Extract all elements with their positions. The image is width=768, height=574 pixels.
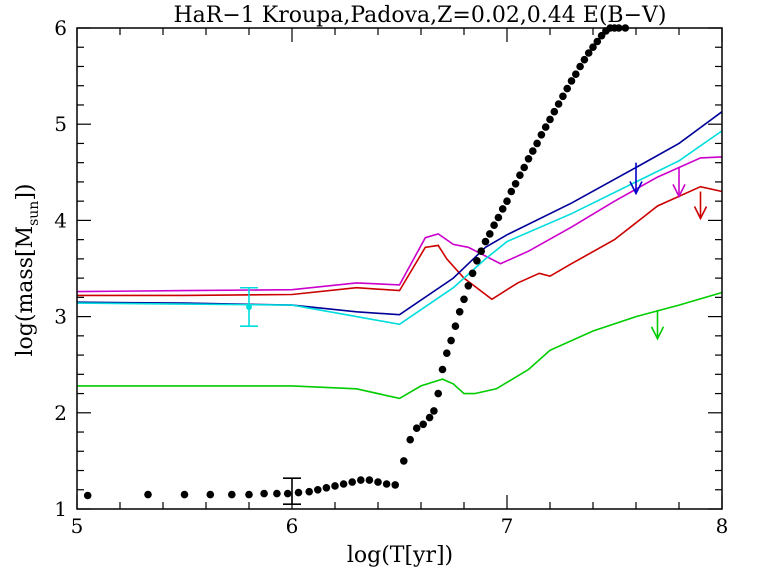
- axis-layer: 5 6 7 8 1 2 3 4 5 6: [54, 16, 728, 538]
- scatter-point: [434, 389, 443, 398]
- scatter-point: [559, 92, 567, 101]
- scatter-point: [419, 420, 428, 429]
- y-axis-label-main: log(mass[M: [13, 226, 38, 357]
- scatter-point: [464, 282, 473, 290]
- scatter-point: [533, 139, 541, 148]
- arrow-layer: [629, 162, 708, 341]
- scatter-point: [554, 100, 563, 108]
- y-tick-label: 2: [54, 401, 67, 425]
- y-tick-label: 5: [54, 112, 67, 136]
- series-line-1: [76, 156, 723, 293]
- scatter-point: [357, 476, 365, 484]
- y-tick-label: 1: [54, 497, 67, 521]
- scatter-point: [507, 187, 516, 196]
- scatter-point: [503, 197, 511, 205]
- scatter-point: [490, 221, 498, 229]
- scatter-point: [520, 163, 528, 172]
- scatter-point: [572, 70, 580, 78]
- y-axis-label-sub: sun: [26, 201, 42, 226]
- upper-limit-arrow-2: [672, 167, 686, 199]
- scatter-point: [339, 480, 348, 488]
- plot-frame: [76, 27, 723, 510]
- scatter-point: [374, 478, 382, 486]
- series-line-5: [77, 291, 723, 400]
- scatter-point: [563, 84, 571, 93]
- scatter-point: [443, 349, 451, 358]
- scatter-point: [331, 482, 339, 490]
- scatter-point: [391, 481, 400, 489]
- scatter-point: [180, 490, 189, 499]
- scatter-point: [412, 424, 421, 433]
- scatter-point: [541, 123, 550, 131]
- x-tick-label: 6: [286, 514, 299, 538]
- y-tick-label: 6: [54, 16, 67, 40]
- scatter-layer: [83, 24, 630, 500]
- scatter-point: [468, 269, 477, 278]
- scatter-point: [580, 55, 589, 64]
- scatter-point: [451, 322, 460, 331]
- scatter-point: [550, 107, 559, 116]
- scatter-point: [400, 457, 408, 465]
- scatter-point: [425, 413, 434, 422]
- upper-limit-arrow-3: [693, 191, 708, 221]
- scatter-point: [294, 488, 303, 497]
- scatter-point: [245, 490, 253, 499]
- scatter-point: [260, 489, 268, 498]
- x-tick-label: 8: [716, 514, 729, 538]
- scatter-point: [529, 147, 537, 155]
- y-tick-label: 3: [54, 305, 67, 329]
- scatter-point: [322, 484, 331, 492]
- x-axis-label: log(T[yr]): [347, 543, 453, 568]
- scatter-point: [576, 62, 584, 71]
- upper-limit-arrow-4: [650, 309, 665, 341]
- scatter-point: [584, 49, 593, 57]
- scatter-point: [382, 480, 391, 488]
- scatter-point: [365, 476, 374, 484]
- scatter-point: [473, 257, 481, 265]
- upper-limit-arrow-1: [629, 162, 643, 196]
- series-line-2: [77, 185, 723, 301]
- scatter-point: [348, 478, 357, 486]
- x-tick-label: 5: [71, 514, 84, 538]
- error-bar-1: [240, 286, 258, 328]
- scatter-point: [438, 365, 447, 374]
- scatter-point: [206, 490, 215, 499]
- scatter-point: [546, 115, 554, 124]
- scatter-point: [406, 435, 415, 444]
- y-axis-label-end: ]): [13, 183, 38, 200]
- scatter-point: [447, 336, 455, 345]
- scatter-point: [589, 43, 597, 51]
- scatter-point: [430, 407, 438, 415]
- scatter-point: [481, 237, 490, 246]
- chart-title: HaR−1 Kroupa,Padova,Z=0.02,0.44 E(B−V): [173, 3, 666, 28]
- scatter-point: [228, 490, 236, 499]
- scatter-point: [537, 131, 546, 139]
- y-axis-label: log(mass[Msun]): [13, 183, 42, 356]
- scatter-point: [486, 230, 494, 238]
- scatter-point: [593, 37, 602, 46]
- scatter-point: [455, 308, 464, 316]
- scatter-point: [283, 489, 292, 498]
- scatter-point: [460, 295, 468, 304]
- svg-text:log(mass[Msun]): log(mass[Msun]): [13, 183, 42, 356]
- scatter-point: [305, 487, 314, 496]
- x-tick-label: 7: [501, 514, 514, 538]
- scatter-point: [498, 205, 507, 213]
- scatter-point: [477, 247, 486, 255]
- scatter-point: [567, 77, 576, 85]
- scatter-point: [83, 491, 92, 500]
- series-layer: [76, 111, 723, 400]
- scatter-point: [511, 180, 520, 188]
- y-tick-label: 4: [54, 208, 67, 232]
- error-bar-layer: [240, 286, 301, 505]
- scatter-point: [516, 171, 524, 179]
- scatter-point: [273, 489, 281, 498]
- scatter-point: [494, 213, 503, 222]
- scatter-point: [144, 490, 152, 499]
- scatter-point: [524, 155, 533, 163]
- scatter-point: [314, 486, 322, 494]
